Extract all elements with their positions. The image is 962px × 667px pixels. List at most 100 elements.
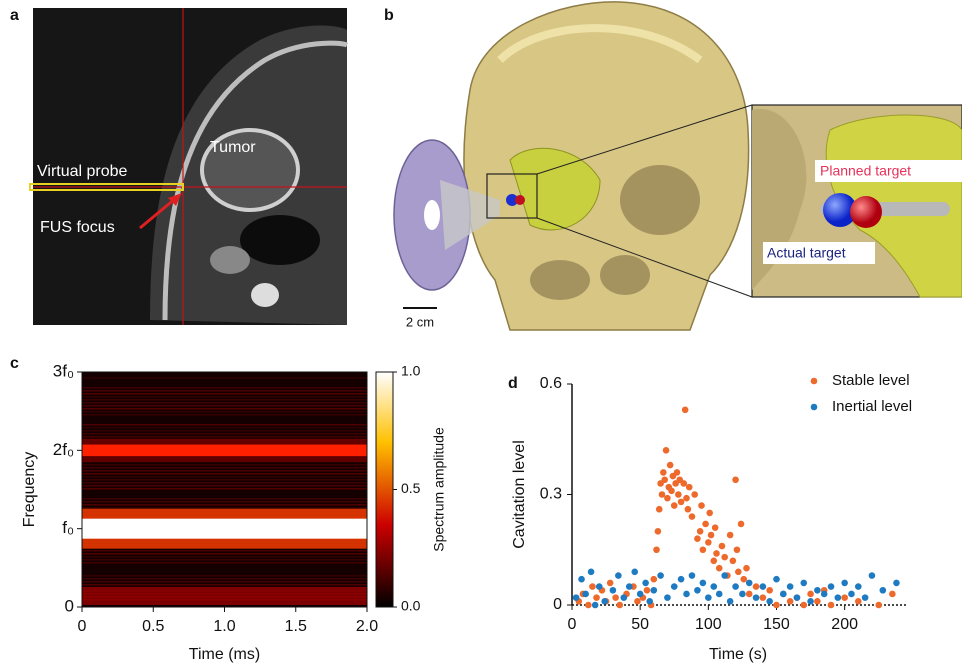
scatter-point	[753, 594, 760, 601]
noise-streak	[82, 562, 367, 564]
y-tick-label: 0	[65, 596, 74, 615]
x-tick-label: 100	[695, 616, 722, 633]
noise-streak	[82, 578, 367, 580]
scatter-point	[706, 510, 713, 517]
x-axis-label: Time (s)	[709, 646, 767, 663]
noise-streak	[82, 485, 367, 487]
noise-streak	[82, 387, 367, 389]
scatter-point	[814, 587, 821, 594]
scatter-point	[712, 524, 719, 531]
noise-streak	[82, 473, 367, 475]
scatter-point	[766, 587, 773, 594]
scatter-point	[678, 499, 685, 506]
noise-streak	[82, 402, 367, 404]
scatter-point	[841, 580, 848, 587]
noise-streak	[82, 433, 367, 435]
scatter-point	[889, 591, 896, 598]
scatter-point	[753, 583, 760, 590]
scatter-point	[615, 572, 622, 579]
scatter-point	[660, 469, 667, 476]
scatter-point	[735, 569, 742, 576]
scatter-point	[705, 539, 712, 546]
scatter-point	[694, 535, 701, 542]
scatter-point	[601, 598, 608, 605]
scatter-point	[689, 572, 696, 579]
panel-label: a	[10, 7, 19, 24]
scatter-point	[800, 580, 807, 587]
x-tick-label: 1.0	[213, 618, 235, 635]
noise-floor	[82, 587, 367, 605]
scatter-point	[702, 521, 709, 528]
scatter-point	[828, 583, 835, 590]
scatter-point	[578, 576, 585, 583]
y-tick-label: 3f₀	[53, 361, 74, 380]
scatter-point	[694, 587, 701, 594]
scatter-point	[675, 491, 682, 498]
scatter-point	[738, 521, 745, 528]
noise-streak	[82, 498, 367, 500]
scatter-point	[653, 546, 660, 553]
scatter-point	[674, 469, 681, 476]
scatter-point	[671, 583, 678, 590]
noise-streak	[82, 399, 367, 401]
scatter-point	[616, 602, 623, 609]
scatter-point	[657, 572, 664, 579]
scatter-point	[588, 569, 595, 576]
colorbar	[376, 372, 393, 607]
panel-label: b	[384, 7, 394, 24]
y-tick-label: 2f₀	[53, 440, 74, 459]
noise-streak	[82, 390, 367, 392]
scatter-point	[869, 572, 876, 579]
noise-streak	[82, 584, 367, 586]
scatter-point	[716, 565, 723, 572]
x-tick-label: 0	[78, 618, 87, 635]
scatter-point	[780, 591, 787, 598]
scatter-point	[678, 576, 685, 583]
noise-streak	[82, 408, 367, 410]
scatter-point	[875, 602, 882, 609]
scatter-point	[689, 513, 696, 520]
scatter-point	[739, 591, 746, 598]
annotation: FUS focus	[40, 219, 115, 236]
scatter-point	[746, 591, 753, 598]
spectral-band	[82, 519, 367, 539]
scatter-point	[680, 480, 687, 487]
colorbar-tick-label: 1.0	[401, 363, 421, 379]
scatter-point	[794, 594, 801, 601]
spectral-band	[82, 445, 367, 457]
scatter-point	[585, 602, 592, 609]
scatter-point	[700, 546, 707, 553]
scatter-point	[880, 587, 887, 594]
scatter-point	[708, 532, 715, 539]
noise-streak	[82, 479, 367, 481]
noise-streak	[82, 424, 367, 426]
noise-streak	[82, 581, 367, 583]
scatter-point	[760, 594, 767, 601]
scatter-point	[732, 476, 739, 483]
scatter-point	[682, 406, 689, 413]
scatter-point	[710, 583, 717, 590]
scale-bar-label: 2 cm	[406, 314, 434, 329]
scatter-point	[691, 491, 698, 498]
scatter-point	[787, 598, 794, 605]
y-axis-label: Cavitation level	[511, 440, 528, 549]
noise-streak	[82, 405, 367, 407]
scatter-point	[637, 591, 644, 598]
scatter-point	[746, 580, 753, 587]
scatter-point	[807, 591, 814, 598]
noise-streak	[82, 501, 367, 503]
noise-streak	[82, 504, 367, 506]
scatter-point	[683, 495, 690, 502]
noise-streak	[82, 470, 367, 472]
scatter-point	[664, 594, 671, 601]
noise-streak	[82, 393, 367, 395]
noise-streak	[82, 488, 367, 490]
scatter-point	[686, 484, 693, 491]
scatter-point	[855, 598, 862, 605]
scatter-point	[710, 558, 717, 565]
noise-streak	[82, 414, 367, 416]
scatter-point	[814, 598, 821, 605]
legend-label: Stable level	[832, 372, 910, 389]
scatter-point	[607, 580, 614, 587]
scatter-point	[664, 495, 671, 502]
